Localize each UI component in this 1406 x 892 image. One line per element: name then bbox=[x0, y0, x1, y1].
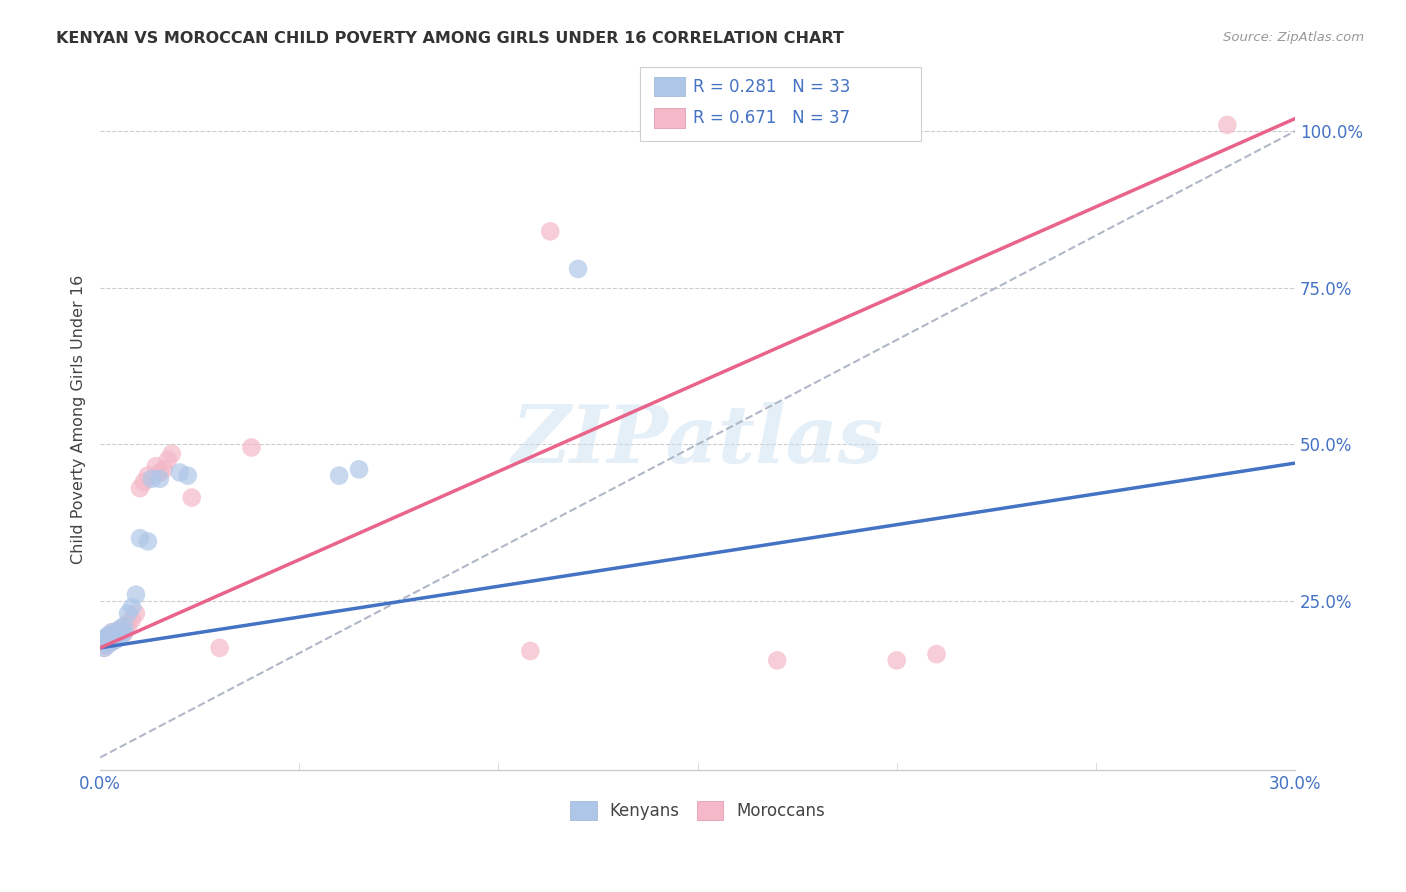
Point bbox=[169, 466, 191, 480]
Point bbox=[132, 475, 155, 489]
Point bbox=[177, 468, 200, 483]
Point bbox=[129, 481, 152, 495]
Point bbox=[93, 640, 115, 655]
Point bbox=[101, 634, 124, 648]
Point bbox=[112, 626, 135, 640]
Point bbox=[97, 628, 120, 642]
Point bbox=[145, 459, 167, 474]
Point bbox=[538, 224, 561, 238]
Point bbox=[519, 644, 541, 658]
Point bbox=[886, 653, 908, 667]
Point bbox=[101, 630, 124, 644]
Point bbox=[240, 441, 263, 455]
Point bbox=[105, 632, 128, 646]
Point bbox=[101, 628, 124, 642]
Point bbox=[105, 630, 128, 644]
Legend: Kenyans, Moroccans: Kenyans, Moroccans bbox=[565, 796, 831, 825]
Point bbox=[105, 632, 128, 647]
Point bbox=[108, 622, 131, 636]
Point bbox=[117, 607, 139, 621]
Point bbox=[93, 636, 115, 650]
Point bbox=[567, 262, 589, 277]
Point bbox=[153, 462, 176, 476]
Point bbox=[101, 632, 124, 647]
Point bbox=[1216, 118, 1239, 132]
Point bbox=[925, 647, 948, 661]
Point bbox=[97, 630, 120, 644]
Point bbox=[93, 634, 115, 648]
Point bbox=[136, 468, 159, 483]
Point bbox=[136, 534, 159, 549]
Point bbox=[208, 640, 231, 655]
Point bbox=[93, 640, 115, 655]
Point bbox=[93, 634, 115, 648]
Point bbox=[97, 630, 120, 644]
Y-axis label: Child Poverty Among Girls Under 16: Child Poverty Among Girls Under 16 bbox=[72, 275, 86, 564]
Point bbox=[101, 632, 124, 646]
Point bbox=[97, 632, 120, 647]
Point bbox=[97, 638, 120, 652]
Point bbox=[117, 615, 139, 630]
Point bbox=[97, 632, 120, 647]
Point bbox=[141, 472, 163, 486]
Point bbox=[149, 466, 172, 480]
Point bbox=[112, 625, 135, 640]
Text: KENYAN VS MOROCCAN CHILD POVERTY AMONG GIRLS UNDER 16 CORRELATION CHART: KENYAN VS MOROCCAN CHILD POVERTY AMONG G… bbox=[56, 31, 844, 46]
Text: ZIPatlas: ZIPatlas bbox=[512, 401, 883, 479]
Point bbox=[117, 619, 139, 633]
Point bbox=[160, 447, 183, 461]
Text: R = 0.281   N = 33: R = 0.281 N = 33 bbox=[693, 78, 851, 95]
Point bbox=[108, 628, 131, 642]
Point bbox=[108, 622, 131, 636]
Point bbox=[180, 491, 202, 505]
Point bbox=[328, 468, 350, 483]
Point bbox=[125, 607, 148, 621]
Point bbox=[121, 613, 143, 627]
Point bbox=[129, 531, 152, 545]
Point bbox=[108, 628, 131, 642]
Point bbox=[121, 600, 143, 615]
Point bbox=[97, 636, 120, 650]
Point bbox=[108, 630, 131, 644]
Point bbox=[101, 625, 124, 640]
Point bbox=[347, 462, 370, 476]
Point bbox=[105, 625, 128, 640]
Point bbox=[93, 638, 115, 652]
Point bbox=[101, 625, 124, 640]
Point bbox=[149, 472, 172, 486]
Point bbox=[93, 632, 115, 646]
Point bbox=[101, 634, 124, 648]
Point bbox=[112, 622, 135, 636]
Point bbox=[156, 453, 179, 467]
Point bbox=[112, 619, 135, 633]
Point bbox=[105, 628, 128, 642]
Point bbox=[766, 653, 789, 667]
Point bbox=[97, 634, 120, 648]
Point bbox=[125, 588, 148, 602]
Text: R = 0.671   N = 37: R = 0.671 N = 37 bbox=[693, 109, 851, 127]
Text: Source: ZipAtlas.com: Source: ZipAtlas.com bbox=[1223, 31, 1364, 45]
